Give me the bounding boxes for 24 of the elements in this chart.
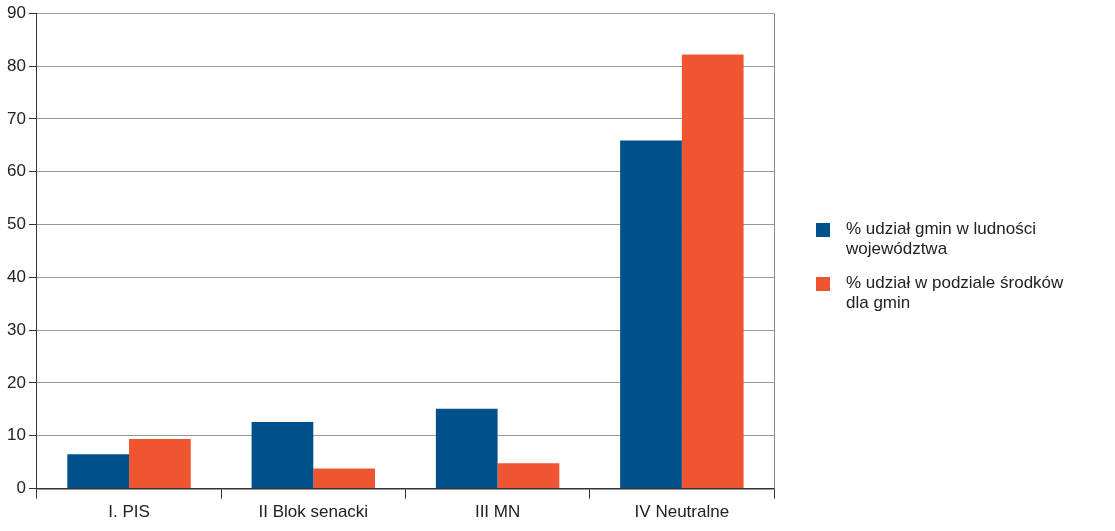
bar [681, 54, 744, 489]
legend-label: % udział w podziale środków dla gmin [846, 272, 1065, 313]
bar [67, 454, 130, 489]
bar [313, 468, 376, 489]
x-tick-label: II Blok senacki [258, 502, 369, 522]
y-tick-label: 50 [6, 214, 26, 234]
x-tick-label: I. PIS [108, 502, 150, 522]
legend-label: % udział gmin w ludności województwa [846, 218, 1037, 259]
y-tick-label: 70 [6, 108, 26, 128]
y-tick-label: 40 [6, 267, 26, 286]
bar [251, 422, 314, 489]
y-tick-label: 0 [16, 478, 26, 498]
x-tick-label: IV Neutralne [634, 502, 730, 522]
bar [497, 463, 560, 489]
y-tick-label: 60 [6, 161, 26, 181]
bar [435, 408, 498, 489]
bar [620, 140, 682, 489]
x-tick-label: III MN [474, 502, 521, 522]
y-tick-label: 30 [6, 319, 26, 339]
y-tick-label: 80 [6, 55, 26, 75]
y-tick-label: 90 [6, 2, 26, 22]
y-tick-label: 20 [6, 372, 26, 392]
bar [129, 438, 191, 489]
y-tick-label: 10 [6, 425, 26, 445]
